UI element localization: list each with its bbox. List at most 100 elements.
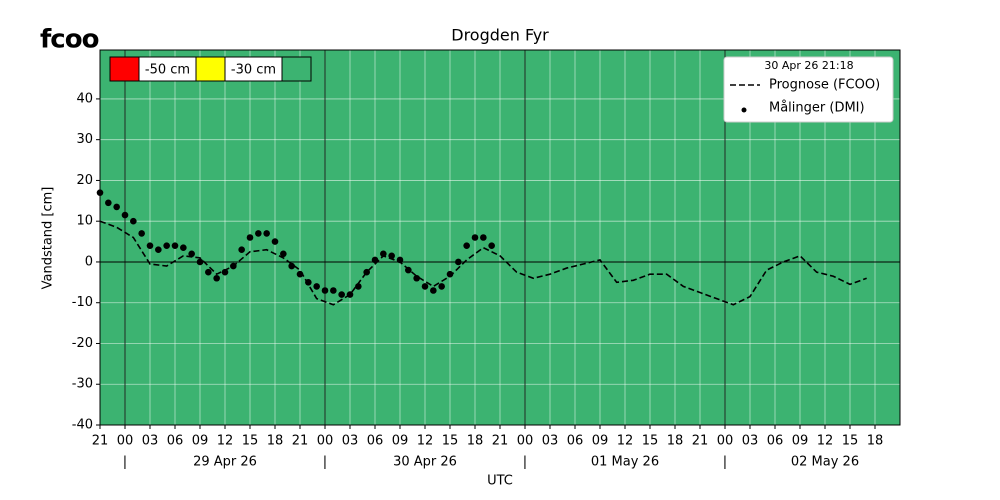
measurement-point [405,266,412,274]
x-tick-label: 21 [492,434,509,449]
x-tick-label: 15 [242,434,259,449]
measurement-point [380,250,387,258]
measurement-point [296,270,304,278]
plot-frame [99,49,901,426]
measurement-point [313,283,320,290]
measurement-point [446,270,454,278]
measurement-point [321,287,329,294]
x-tick-label: 18 [267,434,284,449]
y-tick-label: -20 [72,336,93,351]
x-tick-label: 12 [217,434,234,449]
x-tick-label: 12 [817,434,834,449]
x-tick-label: 18 [467,434,484,449]
y-tick-label: -30 [72,377,93,392]
y-tick-label: 20 [76,173,93,188]
threshold-label-box [138,56,197,82]
measurement-point [130,217,137,225]
measurement-point [413,274,420,282]
x-tick-label: 03 [542,434,559,449]
measurement-point [463,242,470,249]
threshold-label: -50 cm [145,63,190,78]
legend-label: Målinger (DMI) [769,101,865,116]
x-tick-label: 12 [617,434,634,449]
threshold-swatch [109,56,140,82]
measurement-point [388,252,395,260]
legend-title: 30 Apr 26 21:18 [764,59,853,72]
measurement-point [396,256,404,264]
day-label: 02 May 26 [791,455,859,470]
threshold-swatch [195,56,226,82]
x-tick-label: 18 [667,434,684,449]
threshold-swatch [281,56,312,82]
x-tick-label: 09 [392,434,409,449]
x-tick-label: 03 [342,434,359,449]
measurement-point [171,242,179,249]
measurement-point [480,234,487,241]
forecast-line [99,220,867,306]
measurement-point [455,258,462,266]
measurement-point [421,283,429,290]
y-axis-label: Vandstand [cm] [41,187,56,290]
measurement-point [221,268,229,276]
measurement-point [488,242,495,249]
day-separator: | [123,455,127,470]
x-tick-label: 00 [117,434,134,449]
legend-swatch [741,107,747,113]
measurement-point [230,262,237,270]
measurement-point [271,238,279,245]
measurement-point [146,242,154,249]
measurement-point [346,291,354,298]
x-tick-label: 18 [867,434,884,449]
logo: fcoo [40,25,99,55]
x-tick-label: 15 [442,434,459,449]
measurement-point [363,268,370,276]
measurement-point [288,262,295,270]
day-label: 30 Apr 26 [393,455,457,470]
measurement-point [330,287,337,294]
y-tick-label: -10 [72,295,93,310]
measurement-point [280,250,287,258]
x-tick-label: 21 [692,434,709,449]
x-tick-label: 06 [367,434,384,449]
measurement-point [180,244,187,251]
measurement-point [188,250,195,258]
measurement-point [196,258,204,266]
x-tick-label: 15 [642,434,659,449]
measurement-point [205,268,212,276]
measurement-point [246,234,254,241]
threshold-label-box [224,56,283,82]
threshold-label: -30 cm [231,63,276,78]
measurement-point [113,203,120,211]
x-tick-label: 15 [842,434,859,449]
measurement-point [121,211,129,219]
x-tick-label: 03 [742,434,759,449]
x-tick-label: 06 [167,434,184,449]
x-axis-label: UTC [487,474,513,489]
x-tick-label: 06 [767,434,784,449]
y-tick-label: -40 [72,418,93,433]
x-tick-label: 09 [192,434,209,449]
x-tick-label: 21 [92,434,109,449]
x-tick-label: 09 [792,434,809,449]
measurement-point [355,283,362,290]
x-tick-label: 12 [417,434,434,449]
measurement-point [371,256,379,264]
day-separator: | [723,455,727,470]
measurement-point [213,274,220,282]
y-tick-label: 0 [85,254,93,269]
chart-title: Drogden Fyr [451,26,549,45]
measurement-point [138,230,145,237]
measurement-point [438,283,445,290]
x-tick-label: 21 [292,434,309,449]
x-tick-label: 06 [567,434,584,449]
x-tick-label: 00 [717,434,734,449]
legend: 30 Apr 26 21:18 Prognose (FCOO) Målinger (… [723,56,894,123]
x-tick-label: 09 [592,434,609,449]
y-tick-label: 10 [76,214,93,229]
measurement-point [155,246,162,254]
x-tick-label: 00 [517,434,534,449]
y-tick-label: 40 [76,91,93,106]
measurement-point [263,230,270,237]
day-label: 01 May 26 [591,455,659,470]
